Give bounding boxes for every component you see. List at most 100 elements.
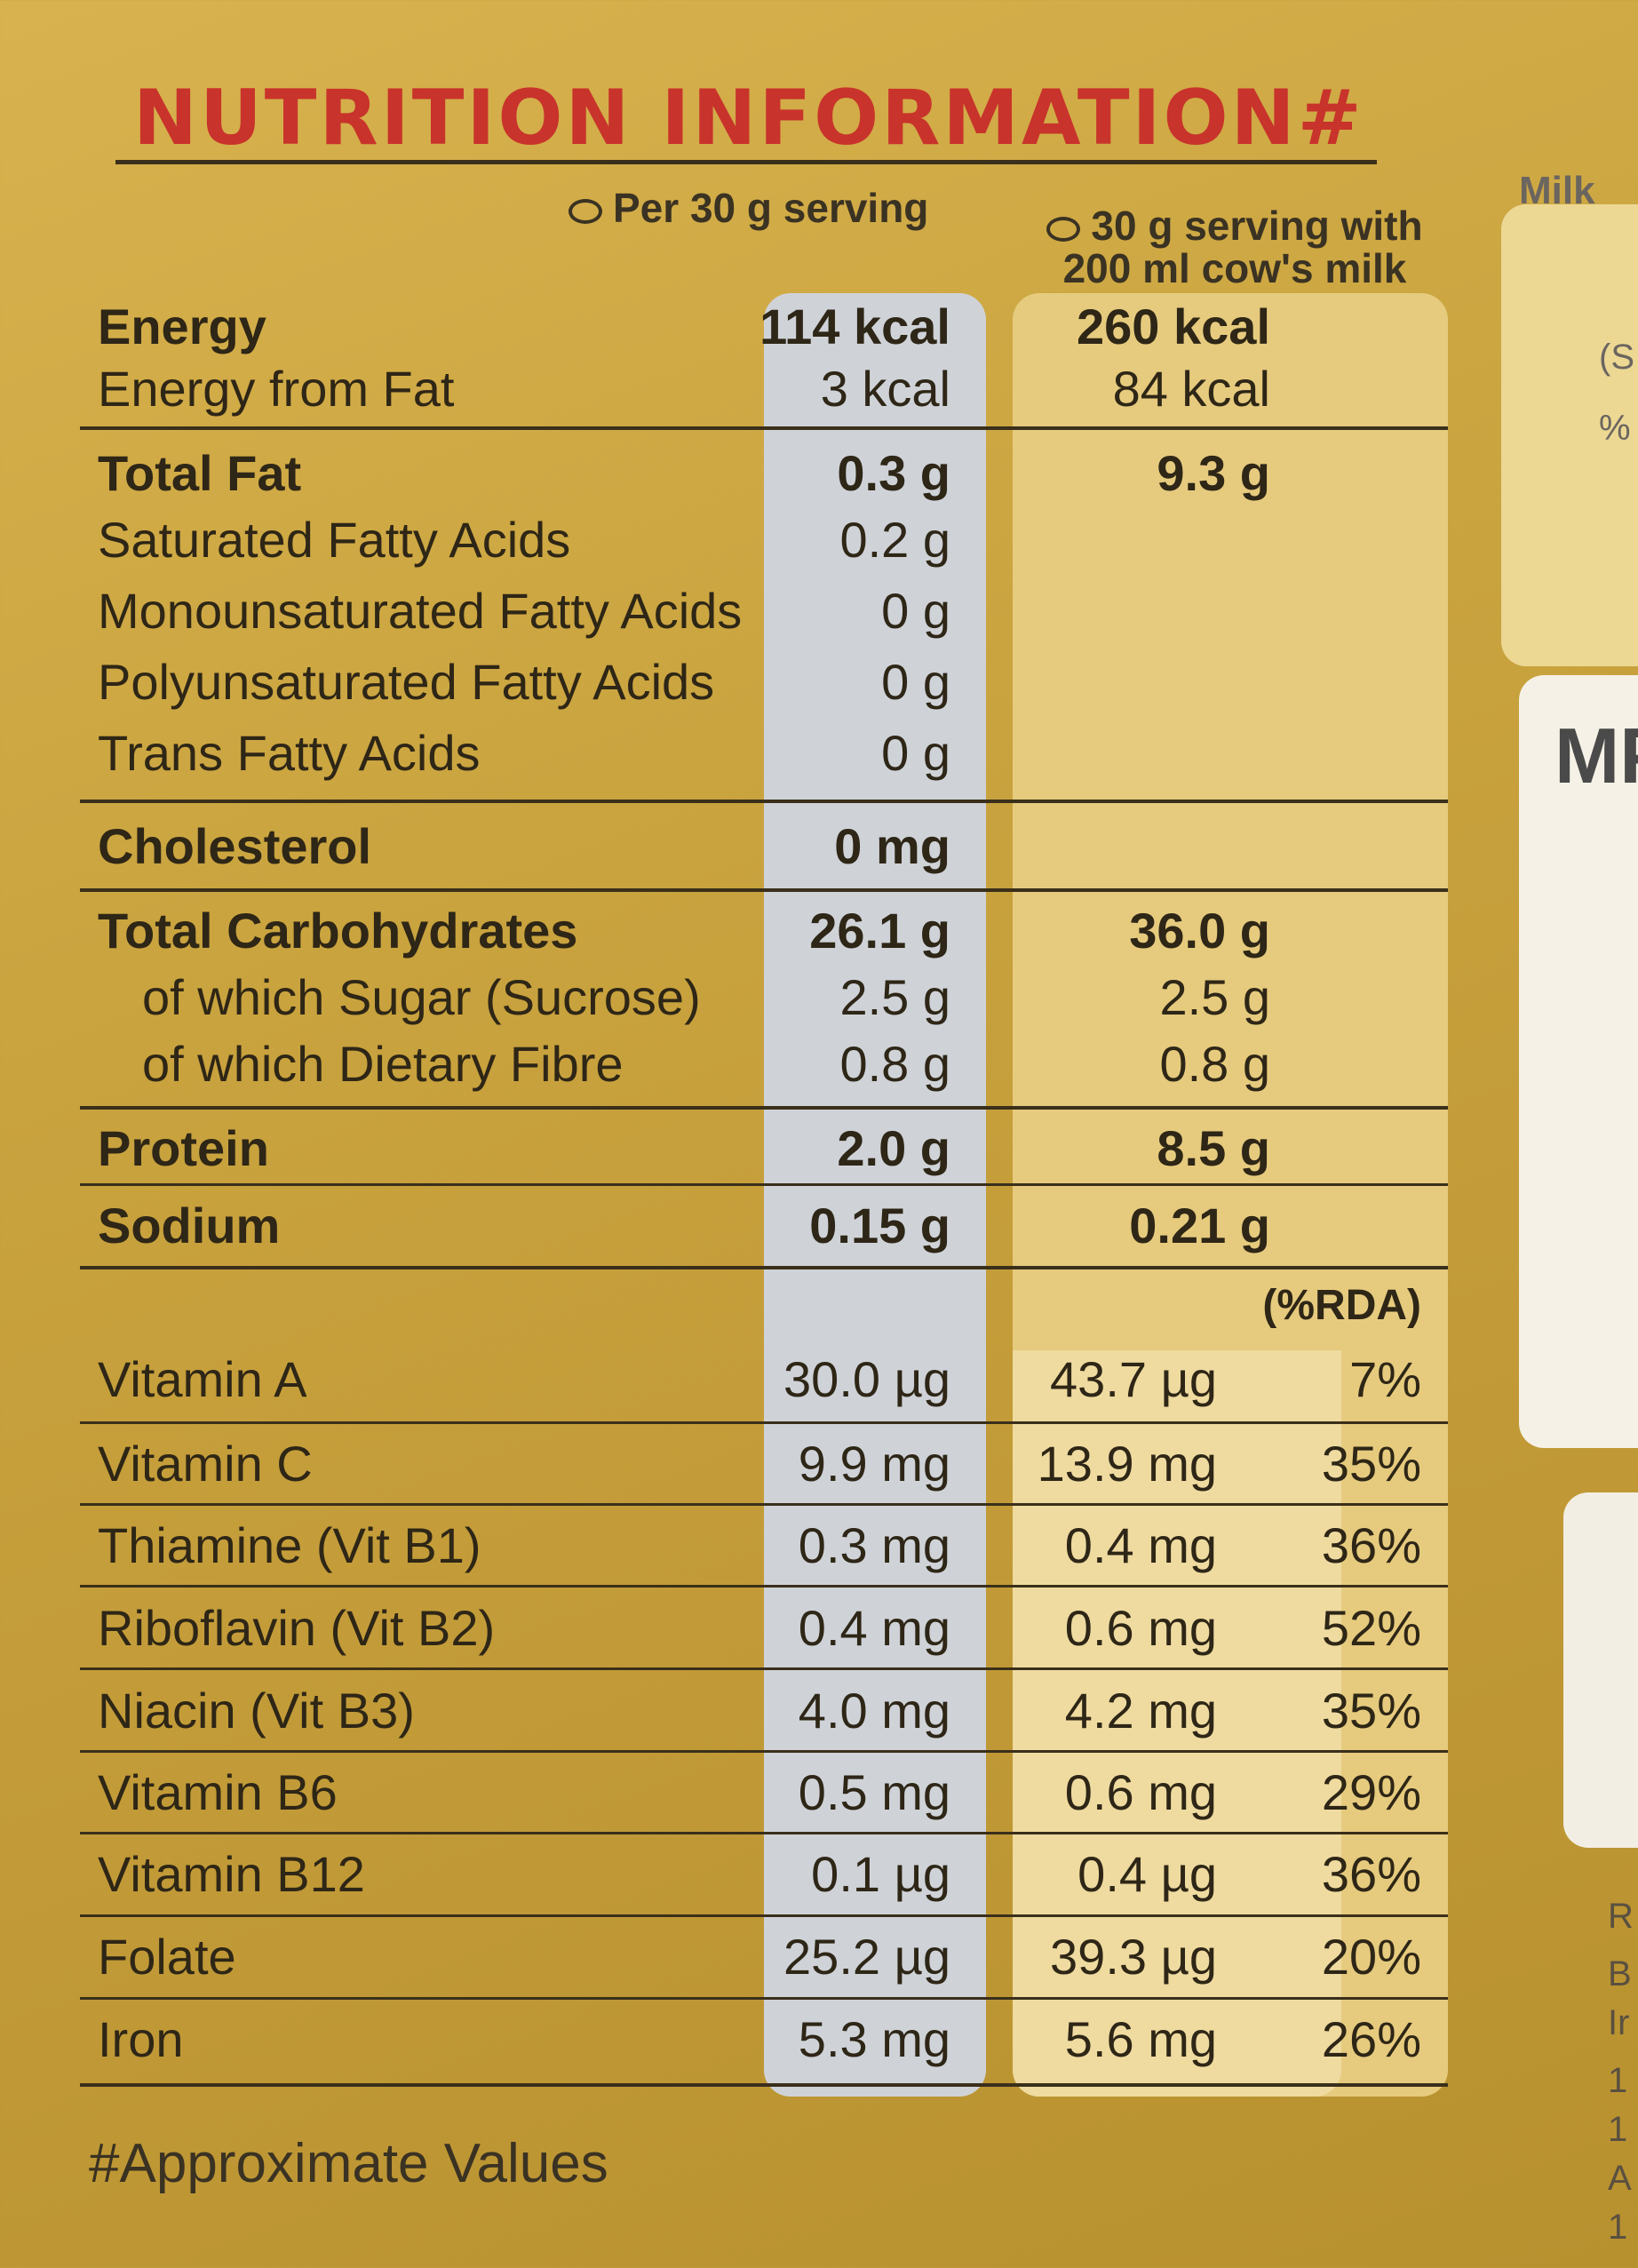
divider — [80, 2083, 1448, 2087]
adjacent-heading: MP — [1555, 712, 1638, 800]
row-value-serving: 0 g — [881, 654, 950, 710]
row-value-rda: 7% — [1349, 1351, 1421, 1407]
divider — [80, 1914, 1448, 1917]
adjacent-white-box-small — [1563, 1492, 1638, 1848]
adjacent-percent-text: % — [1599, 409, 1631, 448]
row-value-serving: 0.1 µg — [811, 1846, 950, 1902]
title-rule — [115, 160, 1377, 164]
row-value-serving: 0.2 g — [839, 512, 950, 568]
divider — [80, 1183, 1448, 1186]
row-value-milk: 0.8 g — [1159, 1036, 1270, 1092]
row-label: Iron — [98, 2011, 184, 2067]
row-value-milk: 36.0 g — [1129, 903, 1270, 959]
row-label: Vitamin B6 — [98, 1764, 338, 1820]
row-label: Vitamin A — [98, 1351, 307, 1407]
row-value-serving: 3 kcal — [820, 361, 950, 417]
col1-label: Per 30 g serving — [613, 185, 929, 231]
row-value-milk: 0.21 g — [1129, 1198, 1270, 1253]
row-value-rda: 36% — [1321, 1517, 1421, 1573]
divider — [80, 1750, 1448, 1753]
row-value-serving: 2.5 g — [839, 969, 950, 1025]
circle-icon — [569, 198, 602, 224]
divider — [80, 888, 1448, 892]
row-value-rda: 20% — [1321, 1929, 1421, 1985]
adjacent-letter: B — [1608, 1954, 1632, 1993]
row-value-serving: 114 kcal — [759, 298, 950, 354]
divider — [80, 800, 1448, 803]
divider — [80, 1585, 1448, 1588]
adjacent-letter: 1 — [1608, 2110, 1628, 2149]
row-label: Niacin (Vit B3) — [98, 1683, 415, 1739]
adjacent-letter: 1 — [1608, 2061, 1628, 2100]
row-value-serving: 0 mg — [834, 818, 950, 874]
column-header-per-serving: Per 30 g serving — [569, 187, 928, 229]
row-value-serving: 0.3 mg — [798, 1517, 950, 1573]
row-value-rda: 29% — [1321, 1764, 1421, 1820]
row-value-rda: 52% — [1321, 1600, 1421, 1656]
row-value-serving: 0 g — [881, 583, 950, 639]
row-label: Vitamin C — [98, 1436, 313, 1492]
row-label: Monounsaturated Fatty Acids — [98, 583, 743, 639]
row-label: Polyunsaturated Fatty Acids — [98, 654, 715, 710]
row-label: Protein — [98, 1120, 269, 1176]
row-value-milk: 9.3 g — [1157, 445, 1270, 501]
footnote: #Approximate Values — [89, 2133, 608, 2194]
adjacent-panel: Milk (S % MP R B Ir 1 1 A 1 — [1501, 0, 1638, 2268]
divider — [80, 1503, 1448, 1506]
column-band-with-milk-lower — [1013, 1350, 1341, 2097]
divider — [80, 1106, 1448, 1110]
row-value-milk: 5.6 mg — [1064, 2011, 1217, 2067]
divider — [80, 1421, 1448, 1424]
row-label: Cholesterol — [98, 818, 372, 874]
adjacent-milk-text: Milk — [1519, 169, 1595, 212]
divider — [80, 1266, 1448, 1269]
divider — [80, 1997, 1448, 2000]
circle-icon — [1046, 216, 1081, 242]
column-band-per-serving — [764, 293, 986, 2097]
row-value-rda: 35% — [1321, 1436, 1421, 1492]
row-value-serving: 5.3 mg — [798, 2011, 950, 2067]
row-label: Folate — [98, 1929, 236, 1985]
row-value-milk: 0.6 mg — [1064, 1600, 1217, 1656]
row-value-milk: 39.3 µg — [1050, 1929, 1217, 1985]
row-value-serving: 30.0 µg — [783, 1351, 950, 1407]
row-label: Vitamin B12 — [98, 1846, 365, 1902]
nutrition-panel: NUTRITION INFORMATION# Per 30 g serving … — [62, 53, 1448, 2221]
row-value-milk: 8.5 g — [1157, 1120, 1270, 1176]
adjacent-paren-text: (S — [1599, 338, 1634, 377]
row-label: Energy — [98, 298, 266, 354]
row-value-milk: 260 kcal — [1077, 298, 1270, 354]
row-label: Total Carbohydrates — [98, 903, 578, 959]
adjacent-letter: Ir — [1608, 2003, 1630, 2042]
row-value-serving: 0.4 mg — [798, 1600, 950, 1656]
row-value-rda: 35% — [1321, 1683, 1421, 1739]
row-value-milk: 0.4 mg — [1064, 1517, 1217, 1573]
divider — [80, 426, 1448, 430]
col2-line2: 200 ml cow's milk — [1062, 245, 1407, 292]
row-value-milk: 43.7 µg — [1050, 1351, 1217, 1407]
rda-header: (%RDA) — [1262, 1282, 1421, 1329]
adjacent-white-box — [1519, 675, 1638, 1448]
column-header-with-milk: 30 g serving with 200 ml cow's milk — [1013, 204, 1457, 290]
row-label: of which Dietary Fibre — [142, 1036, 624, 1092]
adjacent-letter: 1 — [1608, 2208, 1628, 2247]
row-value-serving: 0.3 g — [837, 445, 950, 501]
row-value-milk: 84 kcal — [1112, 361, 1270, 417]
row-label: Riboflavin (Vit B2) — [98, 1600, 496, 1656]
row-value-serving: 9.9 mg — [798, 1436, 950, 1492]
row-value-serving: 25.2 µg — [783, 1929, 950, 1985]
adjacent-letter: R — [1608, 1897, 1634, 1936]
row-label: Total Fat — [98, 445, 302, 501]
row-label: Energy from Fat — [98, 361, 455, 417]
row-label: Sodium — [98, 1198, 281, 1253]
adjacent-letter: A — [1608, 2159, 1632, 2198]
row-value-rda: 26% — [1321, 2011, 1421, 2067]
row-value-milk: 0.4 µg — [1077, 1846, 1217, 1902]
row-value-milk: 0.6 mg — [1064, 1764, 1217, 1820]
row-label: Saturated Fatty Acids — [98, 512, 571, 568]
divider — [80, 1667, 1448, 1670]
row-value-milk: 13.9 mg — [1037, 1436, 1217, 1492]
row-value-serving: 26.1 g — [809, 903, 950, 959]
divider — [80, 1832, 1448, 1834]
row-value-serving: 0.15 g — [809, 1198, 950, 1253]
